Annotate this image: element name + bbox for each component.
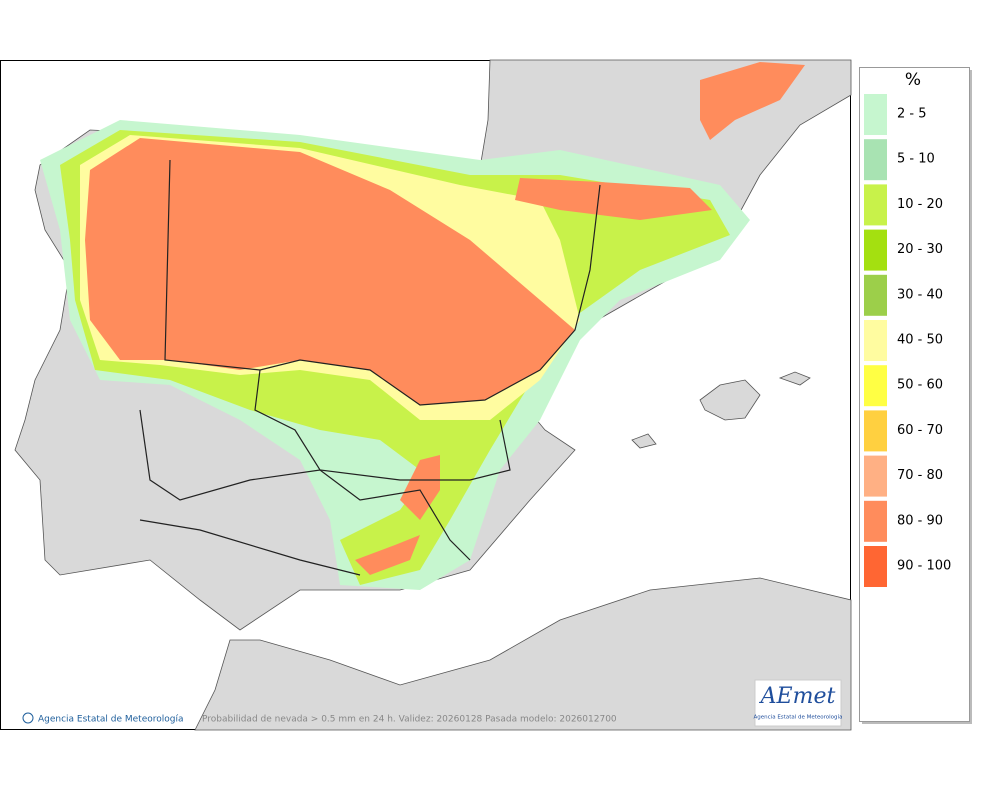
legend-swatch [864,455,887,497]
legend-swatch [864,500,887,542]
footer-credit: Agencia Estatal de Meteorología [38,715,184,725]
copyright-icon [22,712,34,724]
menorca [778,371,811,386]
legend-label: 70 - 80 [897,468,943,483]
legend-label: 60 - 70 [897,423,943,438]
segura [400,455,440,520]
legend-swatch [864,320,887,361]
africa [194,577,852,731]
mallorca [699,379,761,421]
logo-name: AEmet [759,684,836,709]
legend-label: 20 - 30 [897,242,943,257]
sierra-nevada [355,535,420,575]
footer-caption: Probabilidad de nevada > 0.5 mm en 24 h.… [202,715,617,725]
legend-swatch [864,139,887,181]
region-border [139,409,471,561]
pyrenees [515,178,712,220]
legend-label: 80 - 90 [897,513,943,528]
area-80-90 [85,138,575,405]
region-border [139,519,361,576]
legend-label: 40 - 50 [897,333,943,348]
legend-label: 30 - 40 [897,287,943,302]
region-border [254,369,511,481]
borders [139,159,601,576]
ibiza [631,433,657,449]
legend-label: 2 - 5 [897,107,927,122]
legend-swatch [864,365,887,407]
legend-swatch [864,410,887,452]
logo-box [754,679,842,727]
legend-swatch [864,274,887,316]
legend-items: 2 - 5 5 - 10 10 - 20 20 - 30 30 - 40 40 - 50 5… [864,94,951,587]
legend-label: 90 - 100 [897,559,951,574]
legend-swatch [864,229,887,271]
legend-swatch [864,94,887,135]
legend-label: 5 - 10 [897,152,935,167]
legend-label: 10 - 20 [897,197,943,212]
legend-label: 50 - 60 [897,378,943,393]
france-southwest [700,62,805,140]
region-border [164,159,601,406]
snow-probability [40,62,805,590]
legend-title: % [905,70,921,90]
legend-swatch [864,546,887,587]
logo-subtitle: Agencia Estatal de Meteorología [754,714,843,721]
legend-swatch [864,184,887,226]
